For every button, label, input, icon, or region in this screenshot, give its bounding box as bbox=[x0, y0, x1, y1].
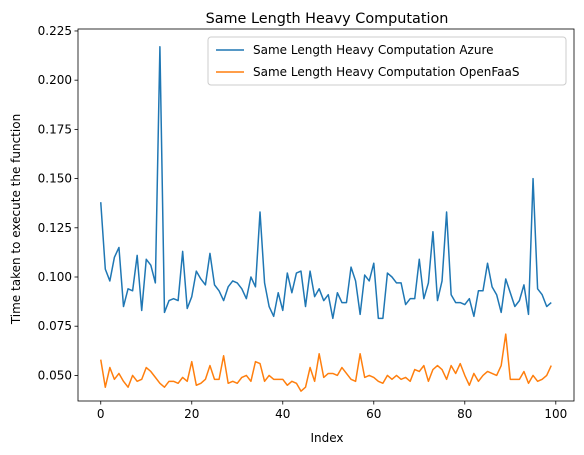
y-tick-label: 0.150 bbox=[38, 172, 72, 186]
x-tick-label: 20 bbox=[184, 407, 199, 421]
y-tick-label: 0.125 bbox=[38, 221, 72, 235]
x-tick-label: 100 bbox=[544, 407, 567, 421]
series-lines bbox=[100, 45, 552, 392]
y-axis-ticks: 0.050 0.075 0.100 0.125 0.150 0.175 0.200 0.225 bbox=[38, 24, 78, 382]
legend-box bbox=[207, 36, 567, 86]
legend: Same Length Heavy Computation Azure Same … bbox=[207, 36, 567, 86]
y-tick-label: 0.225 bbox=[38, 24, 72, 38]
x-axis-label: Index bbox=[310, 431, 343, 445]
chart-title: Same Length Heavy Computation bbox=[206, 11, 449, 27]
series-line-openfaas bbox=[100, 333, 552, 392]
legend-entry: Same Length Heavy Computation OpenFaaS bbox=[253, 65, 520, 79]
y-axis-label: Time taken to execute the function bbox=[9, 114, 23, 325]
y-tick-label: 0.075 bbox=[38, 319, 72, 333]
y-tick-label: 0.100 bbox=[38, 270, 72, 284]
plot-frame bbox=[77, 28, 575, 402]
legend-entry: Same Length Heavy Computation Azure bbox=[253, 43, 494, 57]
y-tick-label: 0.200 bbox=[38, 73, 72, 87]
x-tick-label: 0 bbox=[97, 407, 105, 421]
y-tick-label: 0.175 bbox=[38, 122, 72, 136]
y-tick-label: 0.050 bbox=[38, 368, 72, 382]
x-tick-label: 80 bbox=[457, 407, 472, 421]
x-axis-ticks: 0 20 40 60 80 100 bbox=[97, 401, 567, 421]
series-line-azure bbox=[100, 45, 552, 320]
x-tick-label: 40 bbox=[275, 407, 290, 421]
x-tick-label: 60 bbox=[366, 407, 381, 421]
